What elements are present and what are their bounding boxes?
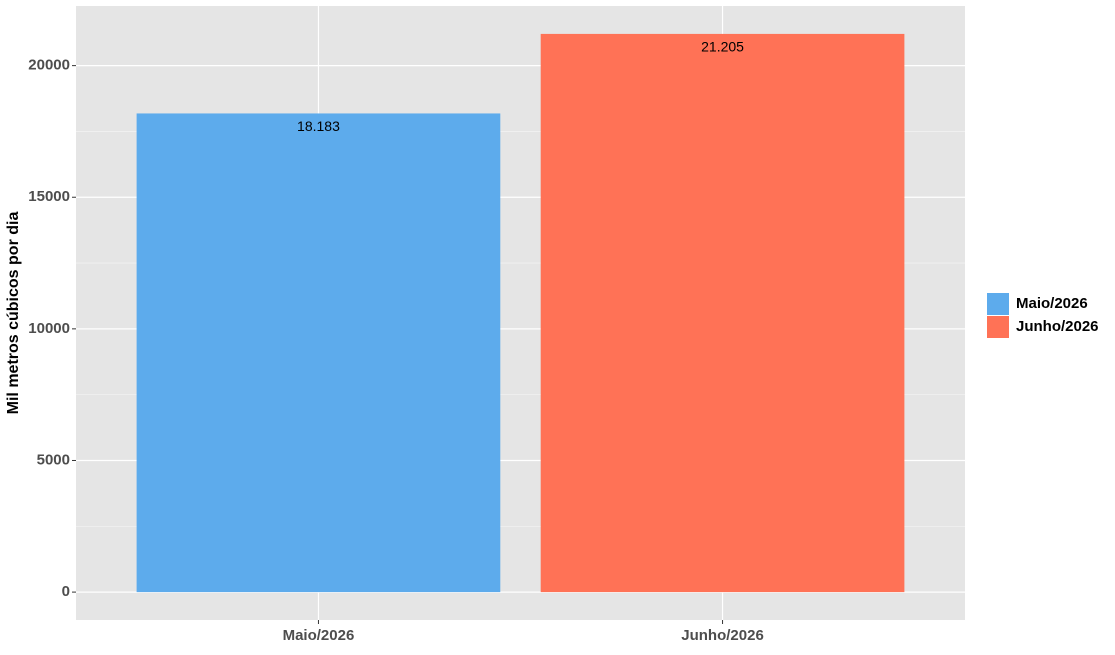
y-axis-title: Mil metros cúbicos por dia <box>5 212 22 415</box>
legend-label: Maio/2026 <box>1016 295 1088 312</box>
bar <box>540 33 905 593</box>
x-tick-label: Junho/2026 <box>681 627 764 644</box>
bar <box>136 113 501 593</box>
legend-key <box>987 316 1009 338</box>
value-label: 18.183 <box>297 118 340 134</box>
x-tick-label: Maio/2026 <box>283 627 355 644</box>
y-tick-label: 0 <box>62 583 70 600</box>
y-tick-label: 5000 <box>37 451 70 468</box>
y-tick-label: 15000 <box>28 188 70 205</box>
legend-key <box>987 293 1009 315</box>
legend-label: Junho/2026 <box>1016 318 1099 335</box>
value-label: 21.205 <box>701 39 744 55</box>
y-tick-label: 10000 <box>28 320 70 337</box>
y-tick-label: 20000 <box>28 57 70 74</box>
